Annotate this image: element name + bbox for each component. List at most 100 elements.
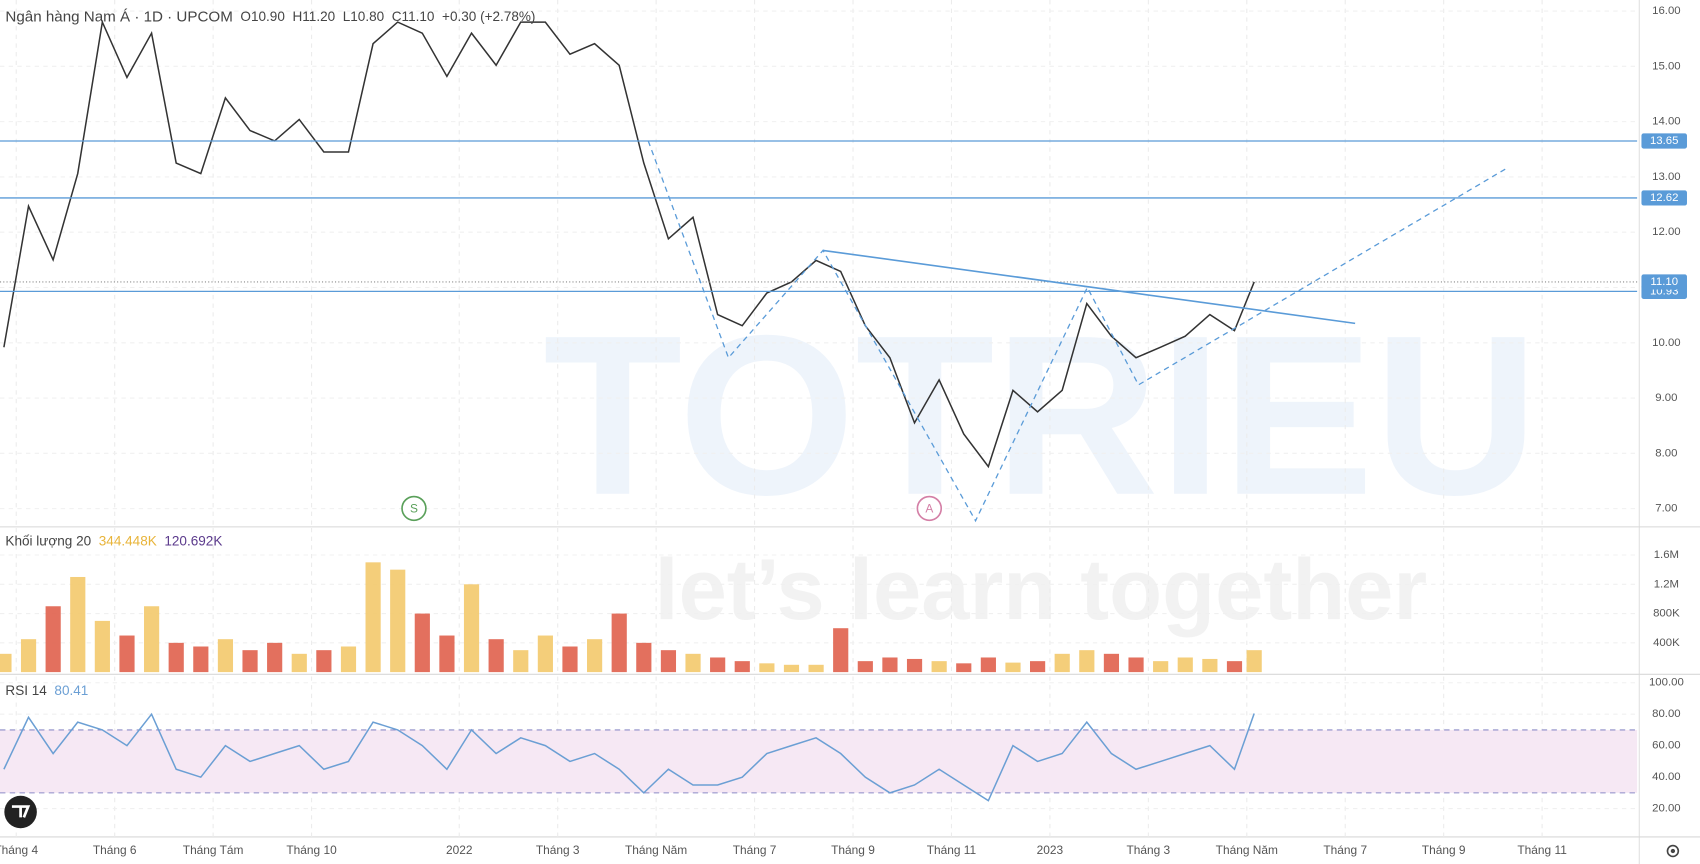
ohlc-value: O10.90 [240,9,284,24]
volume-bar [390,569,406,673]
volume-bar [1153,661,1169,673]
price-tag-label: 12.62 [1650,192,1678,204]
volume-bar [513,650,529,673]
volume-bar [94,620,110,673]
y-tick-label: 40.00 [1652,771,1680,783]
settings-icon[interactable] [1666,844,1680,858]
volume-bar [1128,657,1144,673]
volume-bar [833,628,849,673]
rsi-legend-value: 80.41 [54,683,88,698]
volume-bar [267,642,283,673]
volume-bar [734,661,750,673]
volume-bar [1226,661,1243,673]
x-tick-label: 2023 [1037,843,1064,857]
volume-bar [168,642,184,673]
volume-bar [783,664,800,673]
x-tick-label: 2022 [446,843,473,857]
volume-bar [882,657,898,673]
volume-bar [710,657,726,673]
volume-bar [1202,658,1218,673]
event-label: A [925,502,933,516]
x-tick-label: Tháng 10 [286,843,337,857]
volume-bar [1079,650,1095,673]
ohlc-value: L10.80 [343,9,384,24]
event-label: S [410,502,418,516]
volume-bar [414,613,430,673]
volume-bar [1054,653,1070,673]
volume-bar [906,658,923,673]
ohlc-value: C11.10 [392,9,435,24]
y-tick-label: 400K [1653,637,1680,649]
price-change: +0.30 (+2.78%) [442,9,535,24]
volume-bar [119,635,135,673]
volume-bar [316,650,332,673]
watermark: let’s learn together [654,541,1427,638]
price-tag [1641,190,1687,206]
x-tick-label: Tháng Tám [183,843,244,857]
price-tag-label: 10.93 [1650,285,1678,297]
volume-bar [611,613,627,673]
x-tick-label: Tháng 3 [536,843,580,857]
y-tick-label: 1.6M [1654,549,1679,561]
volume-bar [1005,662,1021,673]
y-tick-label: 14.00 [1652,116,1680,128]
price-tag [1641,274,1687,290]
projection-line [647,140,1508,523]
x-tick-label: Tháng 11 [927,843,977,857]
x-tick-label: Tháng 7 [733,843,777,857]
volume-bar [956,663,972,673]
watermark: TOTRIEU [543,289,1538,543]
y-tick-label: 60.00 [1652,740,1680,752]
volume-bar [0,653,12,673]
volume-bar [340,646,357,673]
rsi-title: RSI 14 [5,683,47,698]
y-tick-label: 7.00 [1655,503,1677,515]
logo-glyph [11,805,31,818]
y-tick-label: 16.00 [1652,5,1680,17]
x-tick-label: Tháng 3 [1126,843,1170,857]
event-marker [401,495,427,522]
volume-bar [1246,650,1262,673]
y-tick-label: 12.00 [1652,226,1680,238]
volume-bar [759,663,775,673]
volume-bar [217,639,234,673]
volume-bar [636,642,652,673]
y-tick-label: 8.00 [1655,447,1677,459]
y-tick-label: 100.00 [1649,677,1684,689]
volume-bar [488,639,504,673]
volume-bar [808,664,824,673]
y-tick-label: 1.2M [1654,578,1679,590]
volume-legend-value: 344.448K [99,534,157,549]
x-tick-label: Tháng 4 [0,843,38,857]
y-tick-label: 15.00 [1652,60,1680,72]
x-tick-label: Tháng 7 [1323,843,1367,857]
volume-bar [980,657,996,673]
price-line [3,712,1255,802]
y-tick-label: 10.00 [1652,337,1680,349]
x-tick-label: Tháng 11 [1517,843,1567,857]
volume-bar [587,639,603,673]
volume-bar [537,635,553,673]
volume-bar [70,576,86,673]
volume-bar [1103,653,1120,673]
y-tick-label: 800K [1653,608,1680,620]
event-marker [916,495,943,522]
volume-title: Khối lượng 20 [5,534,91,549]
volume-bar [242,650,258,673]
volume-bar [439,635,455,673]
volume-bar [45,606,61,673]
x-tick-label: Tháng 9 [1422,843,1466,857]
price-line [3,19,1255,469]
y-tick-label: 13.00 [1652,171,1680,183]
volume-bar [144,606,160,673]
settings-ring[interactable] [1666,844,1680,858]
volume-bar [931,661,947,673]
rsi-band [0,729,1638,793]
volume-bar [562,646,578,673]
y-tick-label: 20.00 [1652,803,1680,815]
settings-dot[interactable] [1670,848,1676,854]
volume-bar [1177,657,1193,673]
